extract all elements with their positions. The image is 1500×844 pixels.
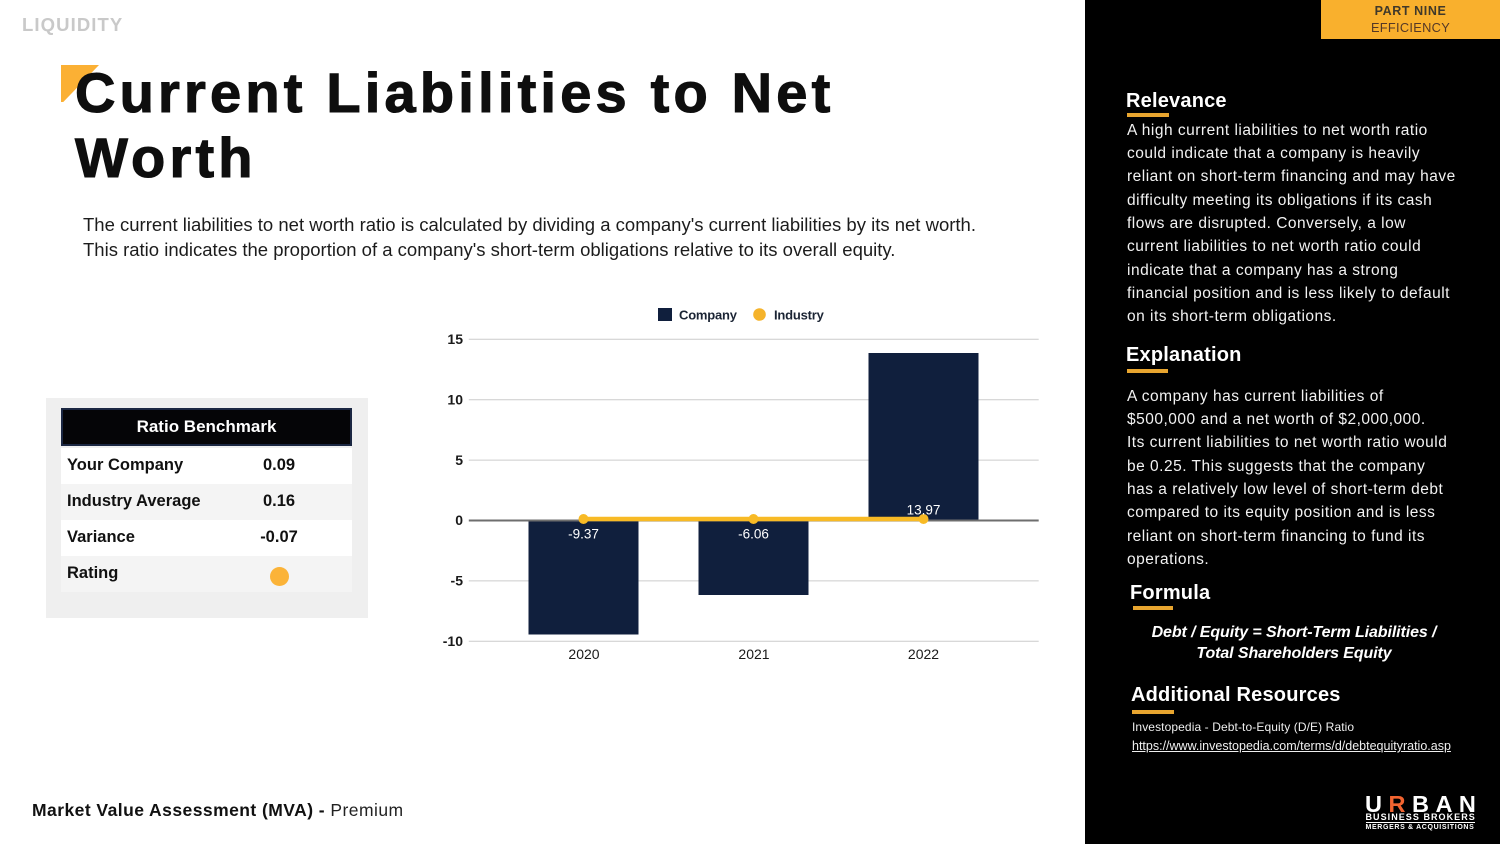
svg-text:2020: 2020 (568, 646, 599, 662)
svg-text:Company: Company (679, 308, 738, 323)
svg-text:10: 10 (447, 391, 463, 407)
svg-text:13.97: 13.97 (907, 503, 941, 518)
svg-text:2021: 2021 (738, 646, 769, 662)
svg-text:0: 0 (455, 512, 463, 528)
svg-text:2022: 2022 (908, 646, 939, 662)
svg-text:5: 5 (455, 452, 463, 468)
svg-text:-5: -5 (451, 573, 464, 589)
svg-text:-6.06: -6.06 (738, 527, 769, 542)
svg-text:-10: -10 (443, 633, 463, 649)
svg-text:-9.37: -9.37 (568, 527, 599, 542)
svg-text:15: 15 (447, 331, 463, 347)
svg-text:Industry: Industry (774, 308, 825, 323)
